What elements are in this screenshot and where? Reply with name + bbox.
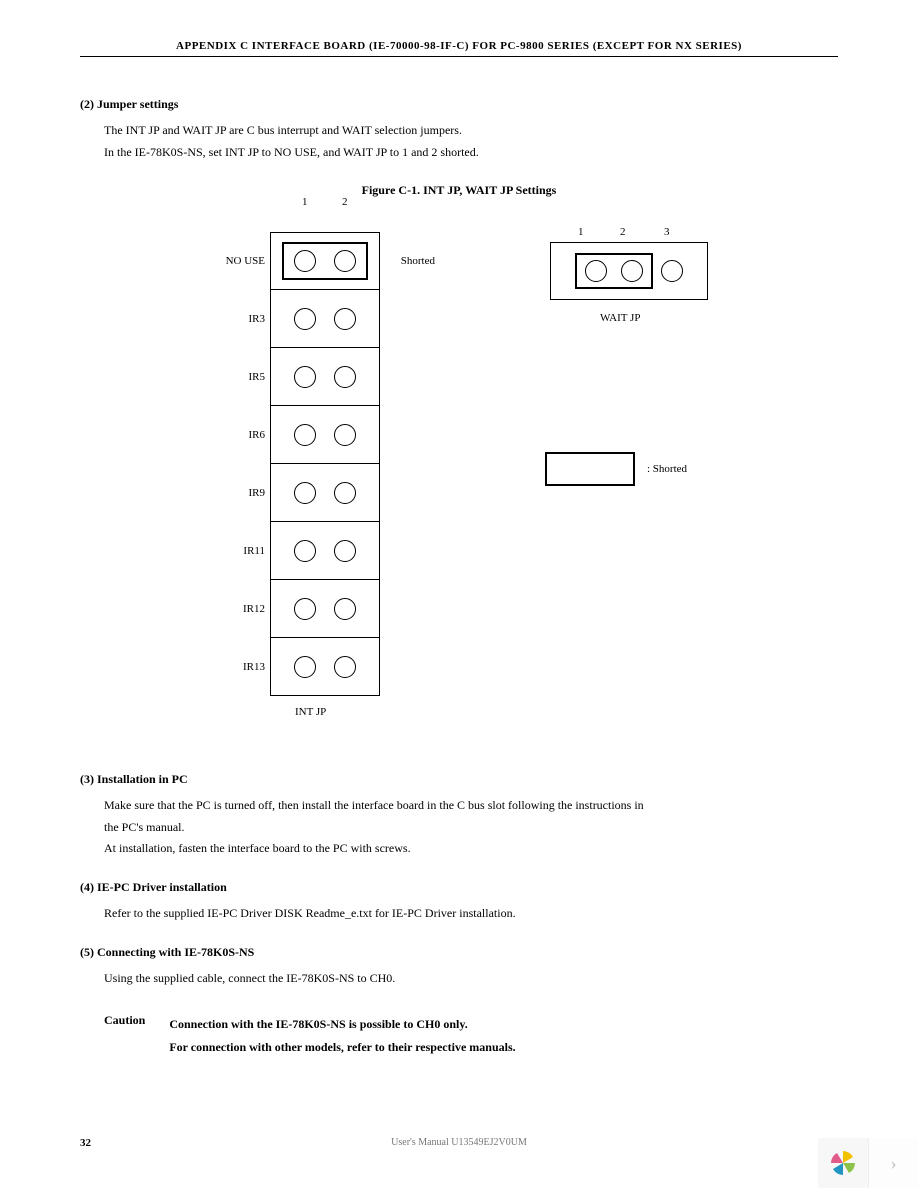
text-line: Connection with the IE-78K0S-NS is possi… — [169, 1013, 515, 1036]
intjp-row: IR13 — [270, 638, 380, 696]
jumper-pin — [294, 424, 316, 446]
row-label: IR11 — [215, 545, 265, 557]
jumper-pin — [334, 540, 356, 562]
footer-doc-id: User's Manual U13549EJ2V0UM — [0, 1137, 918, 1148]
section-2-title: (2) Jumper settings — [80, 97, 838, 112]
row-label: IR5 — [215, 371, 265, 383]
page-header: APPENDIX C INTERFACE BOARD (IE-70000-98-… — [80, 40, 838, 57]
next-page-button[interactable]: › — [868, 1138, 918, 1188]
text-line: Using the supplied cable, connect the IE… — [104, 968, 838, 990]
section-5-title: (5) Connecting with IE-78K0S-NS — [80, 945, 838, 960]
text-line: At installation, fasten the interface bo… — [104, 838, 838, 860]
text-line: the PC's manual. — [104, 817, 838, 839]
jumper-pin — [334, 482, 356, 504]
section-4: (4) IE-PC Driver installation Refer to t… — [80, 880, 838, 925]
wait-jp-diagram — [550, 242, 708, 300]
section-3-body: Make sure that the PC is turned off, the… — [104, 795, 838, 860]
jumper-pin — [334, 656, 356, 678]
jumper-pin — [585, 260, 607, 282]
jumper-pin — [621, 260, 643, 282]
row-label: IR6 — [215, 429, 265, 441]
intjp-row: IR6 — [270, 406, 380, 464]
intjp-caption: INT JP — [295, 706, 326, 718]
waitjp-col-2: 2 — [620, 226, 626, 238]
shorted-label: Shorted — [401, 255, 435, 267]
intjp-row: IR9 — [270, 464, 380, 522]
jumper-pin — [294, 482, 316, 504]
waitjp-caption: WAIT JP — [600, 312, 640, 324]
caution-label: Caution — [104, 1013, 145, 1059]
intjp-row: IR5 — [270, 348, 380, 406]
section-5-body: Using the supplied cable, connect the IE… — [104, 968, 838, 990]
jumper-pin — [334, 598, 356, 620]
jumper-pin — [334, 424, 356, 446]
viewer-widget: › — [818, 1138, 918, 1188]
section-3: (3) Installation in PC Make sure that th… — [80, 772, 838, 860]
jumper-pin — [294, 598, 316, 620]
jumper-pin — [294, 366, 316, 388]
jumper-pin — [334, 366, 356, 388]
row-label: NO USE — [215, 255, 265, 267]
jumper-pin — [294, 250, 316, 272]
section-2-body: The INT JP and WAIT JP are C bus interru… — [104, 120, 838, 163]
jumper-pin — [294, 656, 316, 678]
jumper-pin — [334, 250, 356, 272]
section-5: (5) Connecting with IE-78K0S-NS Using th… — [80, 945, 838, 990]
row-label: IR9 — [215, 487, 265, 499]
intjp-row-nouse: NO USE Shorted — [270, 232, 380, 290]
jumper-pin — [334, 308, 356, 330]
intjp-col-2: 2 — [342, 196, 348, 208]
text-line: The INT JP and WAIT JP are C bus interru… — [104, 120, 838, 142]
section-2: (2) Jumper settings The INT JP and WAIT … — [80, 97, 838, 163]
legend-box — [545, 452, 635, 486]
text-line: Make sure that the PC is turned off, the… — [104, 795, 838, 817]
text-line: For connection with other models, refer … — [169, 1036, 515, 1059]
figure-title: Figure C-1. INT JP, WAIT JP Settings — [80, 183, 838, 198]
caution-block: Caution Connection with the IE-78K0S-NS … — [104, 1013, 838, 1059]
intjp-row: IR3 — [270, 290, 380, 348]
section-4-title: (4) IE-PC Driver installation — [80, 880, 838, 895]
shorted-group — [282, 242, 368, 280]
jumper-pin — [294, 540, 316, 562]
caution-text: Connection with the IE-78K0S-NS is possi… — [169, 1013, 515, 1059]
page: APPENDIX C INTERFACE BOARD (IE-70000-98-… — [0, 0, 918, 1099]
shorted-group — [575, 253, 653, 289]
figure-area: 1 2 NO USE Shorted IR3 IR5 — [80, 212, 838, 762]
intjp-row: IR11 — [270, 522, 380, 580]
intjp-row: IR12 — [270, 580, 380, 638]
intjp-col-1: 1 — [302, 196, 308, 208]
row-label: IR3 — [215, 313, 265, 325]
section-3-title: (3) Installation in PC — [80, 772, 838, 787]
jumper-pin — [661, 260, 683, 282]
waitjp-col-3: 3 — [664, 226, 670, 238]
pinwheel-icon — [828, 1148, 858, 1178]
row-label: IR12 — [215, 603, 265, 615]
text-line: In the IE-78K0S-NS, set INT JP to NO USE… — [104, 142, 838, 164]
legend: : Shorted — [545, 452, 687, 486]
legend-label: : Shorted — [647, 463, 687, 475]
jumper-pin — [294, 308, 316, 330]
page-number: 32 — [80, 1137, 91, 1149]
waitjp-col-1: 1 — [578, 226, 584, 238]
viewer-logo-icon[interactable] — [818, 1138, 868, 1188]
page-footer: 32 User's Manual U13549EJ2V0UM — [0, 1137, 918, 1148]
text-line: Refer to the supplied IE-PC Driver DISK … — [104, 903, 838, 925]
section-4-body: Refer to the supplied IE-PC Driver DISK … — [104, 903, 838, 925]
row-label: IR13 — [215, 661, 265, 673]
int-jp-diagram: NO USE Shorted IR3 IR5 IR6 — [270, 232, 380, 696]
